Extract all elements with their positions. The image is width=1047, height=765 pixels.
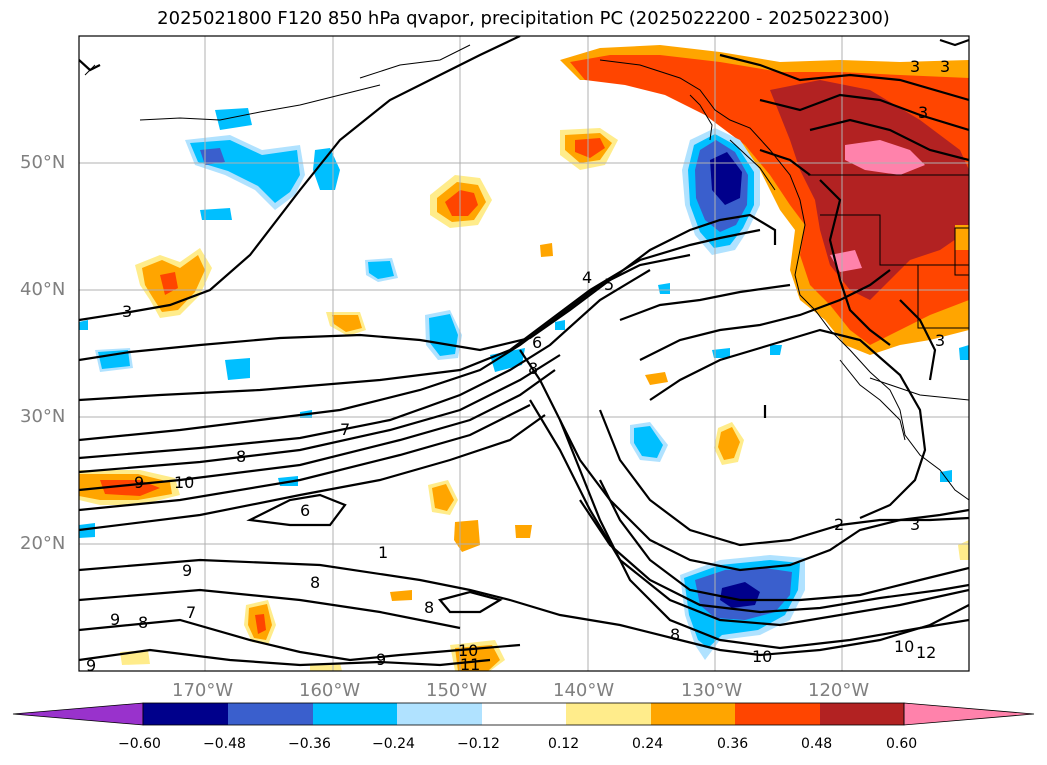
contour-label: 3 (122, 302, 132, 321)
map-plot-area: 3 3 3 3 3 4 5 6 8 7 8 9 10 6 1 9 7 8 9 8… (79, 36, 969, 675)
longitude-label-150w: 150°W (426, 680, 488, 701)
longitude-label-120w: 120°W (808, 680, 870, 701)
contour-label: 5 (604, 275, 614, 294)
contour-label: 3 (935, 331, 945, 350)
longitude-label-170w: 170°W (172, 680, 234, 701)
longitude-label-140w: 140°W (553, 680, 615, 701)
contour-label: 8 (670, 625, 680, 644)
contour-label: 9 (110, 610, 120, 629)
contour-label: 6 (532, 333, 542, 352)
contour-label: 4 (582, 268, 592, 287)
contour-label-group: 3 3 3 3 3 4 5 6 8 7 8 9 10 6 1 9 7 8 9 8… (86, 57, 950, 675)
contour-label: 3 (918, 103, 928, 122)
colorbar-tick-label: −0.24 (372, 736, 415, 752)
contour-label: 8 (528, 359, 538, 378)
colorbar-tick-label: −0.48 (203, 736, 246, 752)
contour-label: 8 (236, 447, 246, 466)
latitude-label-40n: 40°N (20, 279, 66, 300)
colorbar-tick-label: −0.60 (118, 736, 161, 752)
contour-label: 8 (138, 613, 148, 632)
contour-label: 7 (340, 420, 350, 439)
contour-label: 9 (134, 473, 144, 492)
coastlines (84, 44, 969, 501)
longitude-label-130w: 130°W (681, 680, 743, 701)
latitude-label-50n: 50°N (20, 152, 66, 173)
colorbar-tick-label: −0.36 (288, 736, 331, 752)
colorbar-tick-label: −0.12 (457, 736, 500, 752)
contour-label: 8 (424, 598, 434, 617)
colorbar-tick-label: 0.36 (717, 736, 749, 752)
colorbar-tick-label: 0.48 (801, 736, 833, 752)
contour-label: 3 (940, 57, 950, 76)
contour-label: 10 (174, 473, 194, 492)
contour-label: 3 (910, 57, 920, 76)
graticule (79, 36, 969, 671)
contour-label: 7 (186, 603, 196, 622)
map-title: 2025021800 F120 850 hPa qvapor, precipit… (157, 8, 890, 29)
latitude-label-20n: 20°N (20, 533, 66, 554)
qvapor-contours (79, 36, 969, 667)
colorbar-tick-label: 0.24 (632, 736, 664, 752)
longitude-label-160w: 160°W (299, 680, 361, 701)
contour-label: 8 (310, 573, 320, 592)
contour-label: 11 (460, 655, 480, 674)
colorbar (12, 702, 1035, 726)
colorbar-tick-label: 0.12 (548, 736, 580, 752)
contour-label: 12 (916, 643, 936, 662)
contour-label: 3 (910, 515, 920, 534)
contour-label: 10 (894, 637, 914, 656)
latitude-label-30n: 30°N (20, 406, 66, 427)
contour-label: 1 (378, 543, 388, 562)
contour-label: 10 (458, 641, 478, 660)
contour-label: 6 (300, 501, 310, 520)
contour-label: 9 (376, 650, 386, 669)
colorbar-tick-label: 0.60 (886, 736, 918, 752)
contour-label: 9 (182, 561, 192, 580)
contour-label: 9 (86, 656, 96, 675)
contour-label: 10 (752, 647, 772, 666)
map-frame (78, 35, 970, 672)
contour-label: 2 (834, 515, 844, 534)
